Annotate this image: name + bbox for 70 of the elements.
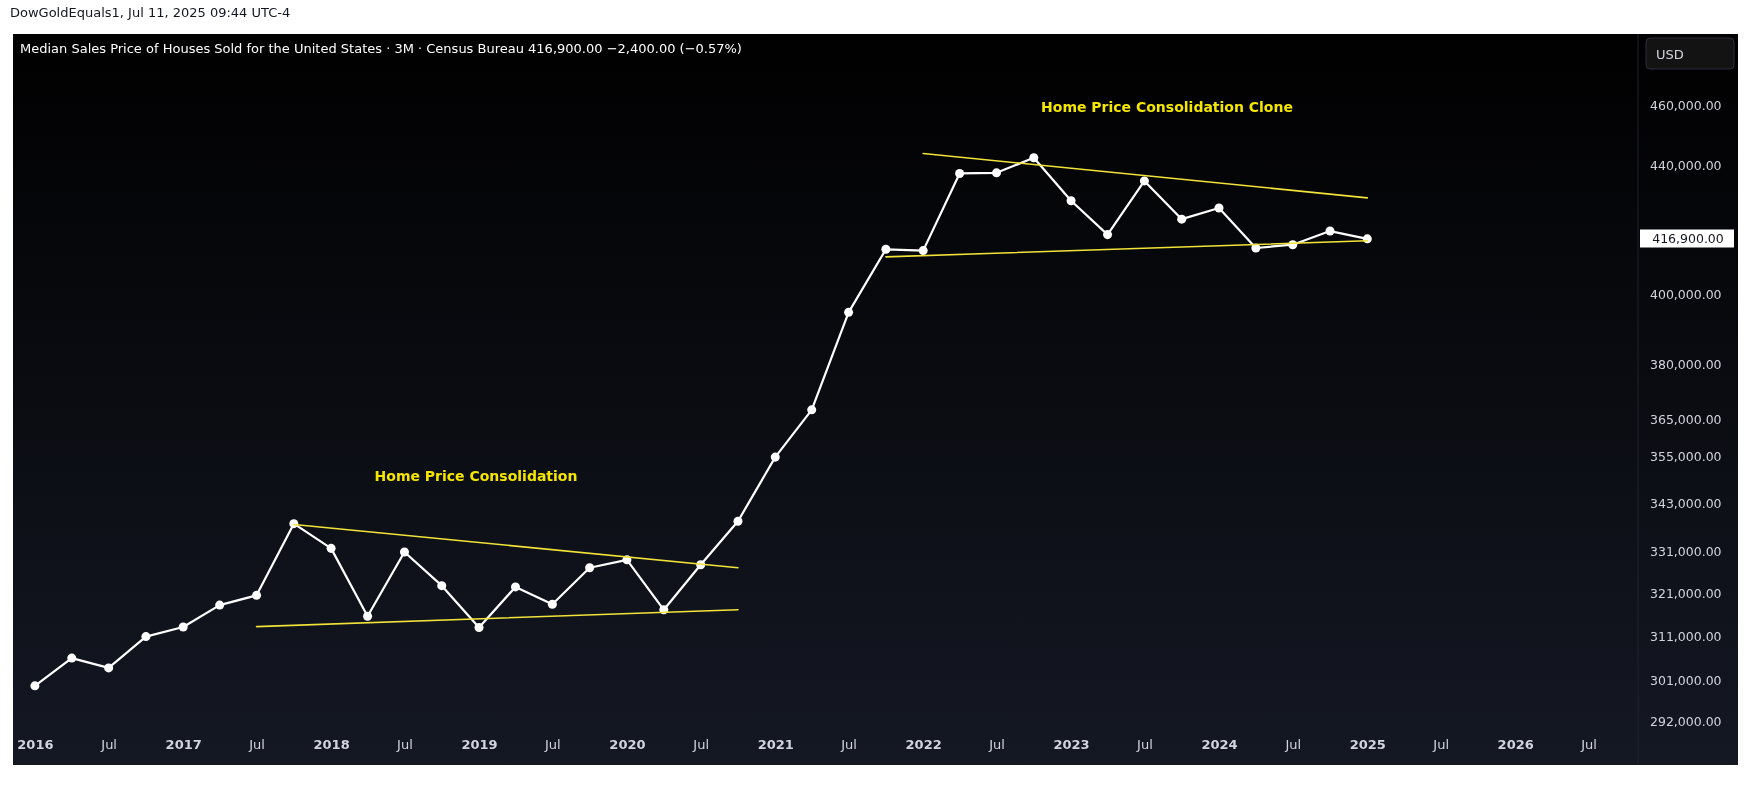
point — [1325, 226, 1335, 236]
point — [399, 547, 409, 557]
point — [881, 244, 891, 254]
y-tick-label: 321,000.00 — [1650, 585, 1722, 601]
point — [1177, 214, 1187, 224]
y-tick-label: 331,000.00 — [1650, 544, 1722, 560]
point — [1066, 196, 1076, 206]
text: 416,900.00 — [1652, 231, 1724, 246]
point — [918, 246, 928, 256]
x-tick-label: Jul — [1432, 737, 1449, 753]
point — [770, 452, 780, 462]
y-axis-title: USD — [1656, 47, 1684, 62]
x-tick-label: 2022 — [905, 737, 942, 753]
point — [104, 663, 114, 673]
y-tick-label: 292,000.00 — [1650, 714, 1722, 730]
text: Median Sales Price of Houses Sold for the United States · 3M · Census Bureau 416,900.00 −2,400.00 (−0.57%) — [20, 41, 742, 56]
x-tick-label: 2026 — [1497, 737, 1534, 753]
y-tick-label: 400,000.00 — [1650, 287, 1722, 303]
y-tick-label: 355,000.00 — [1650, 449, 1722, 465]
point — [215, 600, 225, 610]
point — [1214, 203, 1224, 213]
point — [252, 590, 262, 600]
x-tick-label: Jul — [1284, 737, 1302, 753]
point — [474, 622, 484, 632]
point — [585, 563, 595, 573]
y-tick-label: 460,000.00 — [1650, 97, 1722, 113]
x-tick-label: Jul — [692, 737, 710, 753]
point — [844, 307, 854, 317]
point — [30, 681, 40, 691]
x-tick-label: 2024 — [1201, 737, 1238, 753]
point — [67, 653, 77, 663]
y-tick-label: 343,000.00 — [1650, 495, 1722, 511]
y-tick-label: 365,000.00 — [1650, 411, 1722, 427]
point — [807, 405, 817, 415]
point — [141, 632, 151, 642]
x-tick-label: Jul — [248, 737, 265, 753]
point — [510, 582, 521, 592]
point — [363, 611, 373, 621]
point — [437, 581, 447, 591]
y-tick-label: 301,000.00 — [1650, 672, 1722, 688]
x-tick-label: 2016 — [17, 737, 54, 753]
point — [178, 622, 188, 632]
x-tick-label: Jul — [100, 737, 117, 753]
x-tick-label: 2017 — [165, 737, 202, 753]
point — [992, 168, 1002, 178]
x-tick-label: 2023 — [1053, 737, 1090, 753]
point — [955, 168, 965, 178]
x-tick-label: Jul — [544, 737, 561, 753]
x-tick-label: Jul — [988, 737, 1005, 753]
annotation: Home Price Consolidation — [374, 468, 578, 484]
point — [326, 543, 336, 553]
x-tick-label: 2019 — [461, 737, 498, 753]
x-tick-label: 2018 — [313, 737, 350, 753]
point — [1029, 153, 1039, 163]
point — [733, 516, 743, 526]
y-tick-label: 440,000.00 — [1650, 158, 1722, 174]
x-tick-label: 2025 — [1349, 737, 1386, 753]
text: DowGoldEquals1, Jul 11, 2025 09:44 UTC-4 — [10, 5, 291, 20]
x-tick-label: Jul — [396, 737, 413, 753]
x-tick-label: 2021 — [757, 737, 794, 753]
x-tick-label: Jul — [840, 737, 857, 753]
annotation: Home Price Consolidation Clone — [1041, 99, 1293, 115]
x-tick-label: Jul — [1136, 737, 1153, 753]
x-tick-label: 2020 — [609, 737, 646, 753]
x-tick-label: Jul — [1580, 737, 1597, 753]
point — [1139, 176, 1149, 186]
y-tick-label: 380,000.00 — [1650, 356, 1722, 372]
y-tick-label: 311,000.00 — [1650, 628, 1722, 644]
point — [1103, 230, 1113, 240]
point — [547, 599, 557, 609]
